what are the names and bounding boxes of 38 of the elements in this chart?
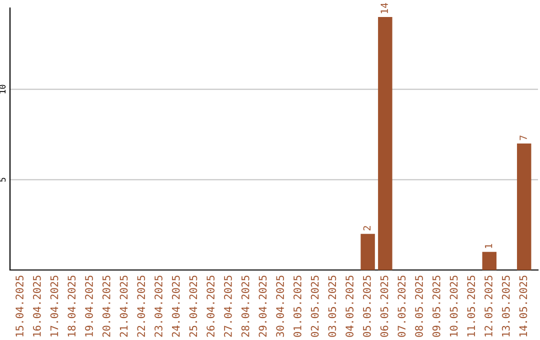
x-tick-label: 29.04.2025 (258, 276, 267, 337)
x-tick-label: 12.05.2025 (484, 276, 492, 336)
x-tick-label: 26.04.2025 (206, 276, 215, 337)
bar (482, 252, 496, 270)
data-label: 7 (520, 136, 527, 140)
x-tick-label: 21.04.2025 (120, 276, 128, 337)
x-tick-label: 03.05.2025 (328, 276, 336, 337)
x-tick-label: 16.04.2025 (32, 276, 41, 336)
x-tick-label: 20.04.2025 (102, 276, 110, 337)
x-tick-label: 14.05.2025 (519, 276, 528, 336)
x-tick-label: 22.04.2025 (137, 276, 146, 337)
x-tick-label: 02.05.2025 (310, 276, 319, 337)
x-tick-label: 30.04.2025 (276, 276, 284, 337)
x-tick-label: 07.05.2025 (398, 276, 406, 337)
x-tick-label: 04.05.2025 (346, 276, 354, 337)
x-tick-label: 25.04.2025 (189, 276, 198, 337)
x-tick-label: 24.04.2025 (172, 276, 180, 337)
x-tick-label: 19.04.2025 (85, 276, 93, 336)
x-tick-label: 28.04.2025 (241, 276, 250, 337)
x-tick-label: 09.05.2025 (432, 276, 440, 337)
x-tick-label: 10.05.2025 (450, 276, 458, 336)
x-tick-label: 01.05.2025 (293, 276, 302, 337)
x-tick-label: 06.05.2025 (380, 276, 388, 337)
x-tick-label: 23.04.2025 (154, 276, 162, 337)
x-tick-label: 11.05.2025 (467, 276, 476, 336)
x-tick-label: 15.04.2025 (16, 276, 24, 336)
data-label: 2 (363, 226, 370, 230)
x-tick-label: 05.05.2025 (362, 276, 371, 337)
x-tick-label: 08.05.2025 (415, 276, 423, 337)
x-tick-label: 27.04.2025 (224, 276, 232, 337)
data-label: 1 (484, 244, 492, 248)
bar (360, 234, 375, 270)
x-tick-label: 13.05.2025 (502, 276, 510, 336)
data-label: 14 (380, 3, 388, 14)
x-tick-label: 17.04.2025 (50, 276, 58, 336)
bar (378, 17, 392, 270)
x-tick-label: 18.04.2025 (68, 276, 76, 336)
bar (516, 144, 532, 270)
